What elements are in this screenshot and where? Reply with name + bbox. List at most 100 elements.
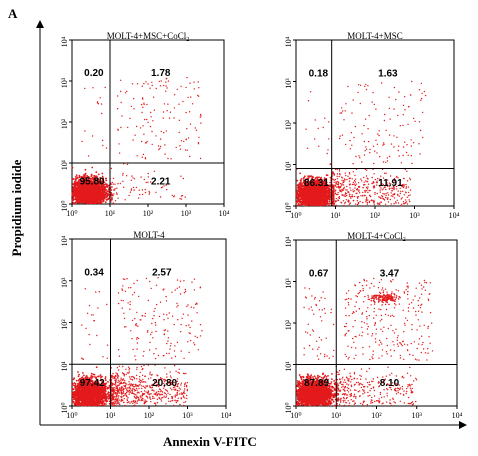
event-dot xyxy=(104,86,106,89)
event-dot xyxy=(185,86,187,89)
event-dot xyxy=(339,174,341,176)
event-dot xyxy=(309,204,312,206)
event-dot xyxy=(373,173,375,175)
event-dot xyxy=(92,195,94,198)
event-dot xyxy=(180,175,182,177)
event-dot xyxy=(295,194,298,197)
event-dot xyxy=(356,192,358,194)
x-tick-label: 10⁴ xyxy=(219,209,230,218)
event-dot xyxy=(362,195,364,197)
event-dot xyxy=(98,195,101,197)
event-dot xyxy=(334,190,336,192)
event-dot xyxy=(348,178,350,180)
event-dot xyxy=(408,195,410,197)
event-dot xyxy=(79,197,81,200)
event-dot xyxy=(304,204,307,207)
event-dot xyxy=(133,108,135,110)
event-dot xyxy=(366,169,368,171)
event-dot xyxy=(130,179,133,181)
event-dot xyxy=(306,203,309,206)
event-dot xyxy=(173,94,176,96)
quadrant-label-lower-right: 2.21 xyxy=(151,176,171,187)
event-dot xyxy=(321,191,323,194)
event-dot xyxy=(356,203,359,206)
event-dot xyxy=(362,186,364,189)
event-dot xyxy=(73,182,76,184)
event-dot xyxy=(86,188,88,191)
event-dot xyxy=(133,178,136,180)
event-dot xyxy=(378,196,380,198)
event-dot xyxy=(116,108,119,110)
event-dot xyxy=(332,196,335,199)
event-dot xyxy=(92,87,94,89)
event-dot xyxy=(332,184,334,186)
event-dot xyxy=(313,193,316,196)
event-dot xyxy=(300,191,303,194)
event-dot xyxy=(127,126,129,129)
event-dot xyxy=(81,140,83,143)
event-dot xyxy=(352,171,354,173)
event-dot xyxy=(365,180,367,182)
event-dot xyxy=(346,178,348,181)
y-tick-label: 10⁰ xyxy=(60,200,69,211)
event-dot xyxy=(308,202,311,205)
event-dot xyxy=(143,103,145,106)
event-dot xyxy=(328,195,330,198)
event-dot xyxy=(348,195,351,197)
event-dot xyxy=(379,189,381,191)
event-dot xyxy=(176,88,178,91)
event-dot xyxy=(102,195,104,198)
event-dot xyxy=(406,170,408,172)
event-dot xyxy=(102,191,105,194)
x-tick-label: 10² xyxy=(143,209,154,218)
scatter-panel-2: 10⁰10⁰10¹10¹10²10²10³10³10⁴10⁴MOLT-4+MSC… xyxy=(284,31,460,220)
event-dot xyxy=(326,195,328,198)
event-dot xyxy=(337,199,340,202)
event-dot xyxy=(132,186,135,189)
event-dot xyxy=(141,85,143,87)
event-dot xyxy=(391,190,393,192)
event-dot xyxy=(297,189,300,192)
event-dot xyxy=(197,94,199,97)
event-dot xyxy=(338,175,340,178)
event-dot xyxy=(101,112,103,115)
event-dot xyxy=(390,192,392,194)
event-dot xyxy=(325,192,327,195)
event-dot xyxy=(337,185,339,187)
event-dot xyxy=(124,92,127,94)
event-dot xyxy=(360,178,362,180)
event-dot xyxy=(155,135,157,137)
event-dot xyxy=(89,202,92,205)
event-dot xyxy=(151,143,153,146)
event-dot xyxy=(75,192,78,195)
event-dot xyxy=(333,202,336,205)
event-dot xyxy=(186,149,188,151)
event-dot xyxy=(76,201,79,204)
event-dot xyxy=(180,85,182,88)
event-dot xyxy=(304,175,306,178)
event-dot xyxy=(320,203,322,205)
event-dot xyxy=(187,96,189,99)
event-dot xyxy=(122,186,125,188)
event-dot xyxy=(141,189,144,191)
event-dot xyxy=(126,90,128,93)
quadrant-label-upper-right: 1.78 xyxy=(151,68,171,79)
event-dot xyxy=(369,194,371,196)
event-dot xyxy=(319,195,322,197)
event-dot xyxy=(173,117,175,119)
event-dot xyxy=(383,193,386,195)
event-dot xyxy=(341,183,343,185)
event-dot xyxy=(384,172,386,174)
event-dot xyxy=(329,181,332,184)
event-dot xyxy=(83,201,86,204)
event-dot xyxy=(84,87,86,90)
event-dot xyxy=(312,197,314,200)
event-dot xyxy=(165,90,167,92)
event-dot xyxy=(83,196,86,198)
event-dot xyxy=(147,121,149,124)
event-dot xyxy=(405,186,408,188)
event-dot xyxy=(336,173,339,175)
event-dot xyxy=(91,166,94,169)
event-dot xyxy=(104,201,107,204)
event-dot xyxy=(91,199,93,202)
